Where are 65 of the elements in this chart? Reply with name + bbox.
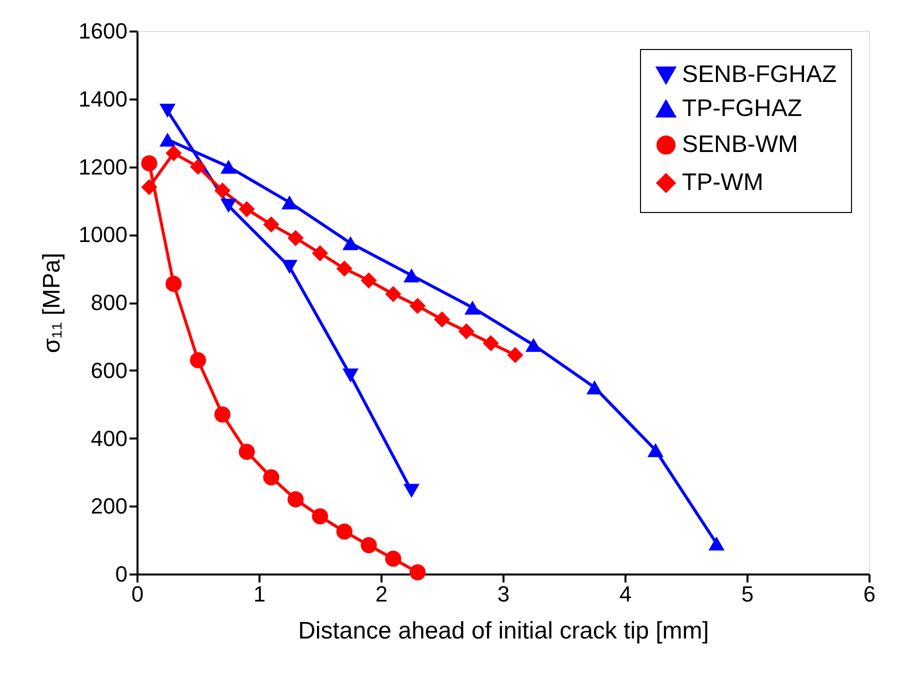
y-tick-label: 1200	[78, 154, 128, 180]
point	[238, 444, 255, 460]
point	[525, 338, 542, 352]
point	[141, 179, 158, 196]
point	[159, 132, 176, 147]
point	[220, 198, 237, 213]
point	[482, 335, 499, 352]
y-tick-label: 200	[90, 494, 128, 519]
legend-label: TP-WM	[682, 169, 764, 196]
point	[708, 536, 725, 550]
legend-label: SENB-FGHAZ	[682, 61, 837, 88]
point	[288, 230, 304, 246]
legend-label: TP-FGHAZ	[682, 95, 802, 122]
point	[141, 155, 158, 172]
y-tick-label: 800	[90, 290, 128, 315]
y-tick-label: 1400	[78, 86, 128, 112]
point	[403, 268, 420, 282]
point	[190, 158, 206, 175]
point	[281, 195, 298, 210]
point	[410, 298, 426, 314]
point	[385, 550, 402, 567]
point	[159, 104, 176, 118]
point	[220, 160, 237, 174]
point	[238, 201, 255, 218]
x-tick-label: 6	[863, 582, 876, 606]
point	[647, 443, 664, 458]
x-tick-label: 1	[253, 582, 266, 606]
point	[166, 276, 182, 292]
point	[458, 323, 474, 340]
y-tick-label: 0	[115, 562, 128, 586]
point	[214, 182, 230, 199]
y-tick-label: 600	[90, 358, 128, 383]
point	[312, 245, 328, 262]
point	[166, 145, 182, 162]
legend-label: SENB-WM	[682, 131, 798, 158]
x-tick-label: 2	[375, 582, 388, 606]
x-tick-label: 0	[131, 582, 144, 606]
point	[336, 260, 352, 277]
x-tick-label: 4	[619, 582, 632, 606]
point	[434, 311, 450, 328]
point	[214, 406, 230, 423]
point	[464, 300, 481, 315]
point	[586, 380, 603, 394]
point	[360, 537, 377, 554]
x-axis-title: Distance ahead of initial crack tip [mm]	[298, 618, 709, 644]
y-tick-label: 400	[90, 426, 128, 451]
x-tick-label: 5	[741, 582, 754, 606]
y-tick-label: 1000	[78, 222, 128, 248]
y-tick-label: 1600	[78, 18, 128, 44]
point	[385, 286, 402, 302]
point	[342, 236, 359, 250]
point	[288, 491, 304, 508]
point	[263, 469, 280, 486]
point	[312, 508, 328, 524]
point	[360, 272, 377, 289]
point	[342, 368, 359, 382]
point	[281, 260, 298, 274]
y-axis-title: σ₁₁ [MPa]	[38, 252, 66, 354]
point	[403, 484, 420, 498]
point	[263, 216, 280, 233]
point	[507, 347, 524, 364]
point	[336, 524, 352, 540]
point	[190, 352, 206, 368]
point	[410, 564, 426, 580]
x-tick-label: 3	[497, 582, 510, 606]
